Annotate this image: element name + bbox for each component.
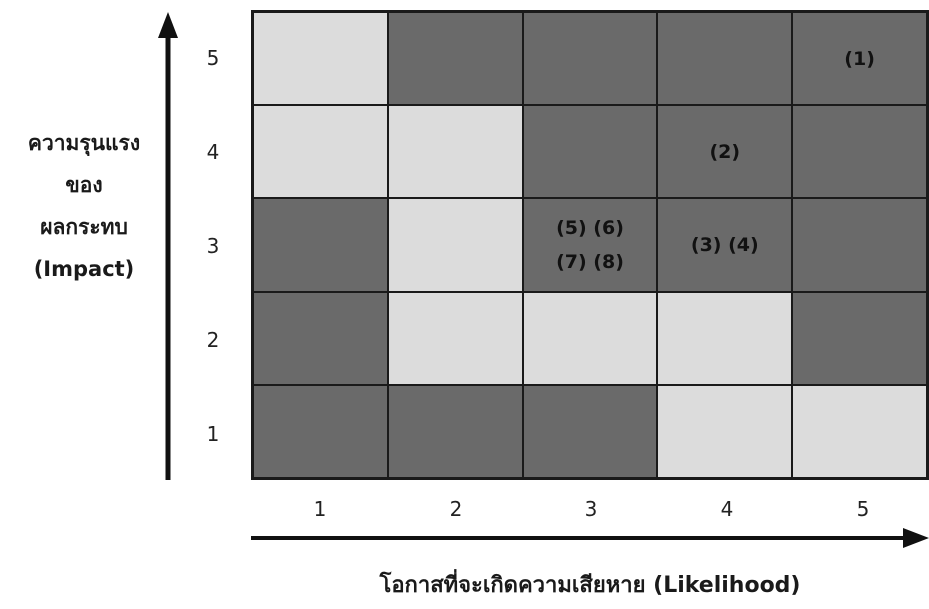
matrix-cell bbox=[522, 384, 658, 478]
x-tick: 2 bbox=[449, 497, 463, 521]
matrix-cell bbox=[522, 12, 658, 106]
x-axis-arrow-icon bbox=[251, 528, 929, 548]
matrix-cell bbox=[387, 198, 523, 292]
matrix-cell bbox=[253, 105, 388, 199]
matrix-cell: (2) bbox=[657, 105, 793, 199]
matrix-cell: (3) (4) bbox=[657, 198, 793, 292]
y-tick: 1 bbox=[206, 422, 220, 446]
matrix-cell bbox=[657, 291, 793, 385]
matrix-cell bbox=[792, 291, 927, 385]
x-tick: 3 bbox=[584, 497, 598, 521]
y-tick: 4 bbox=[206, 140, 220, 164]
matrix-cell: (1) bbox=[792, 12, 927, 106]
matrix-cell bbox=[253, 12, 388, 106]
cell-label: (5) (6) (7) (8) bbox=[556, 216, 624, 273]
matrix-cell bbox=[387, 291, 523, 385]
y-axis-arrow-icon bbox=[158, 12, 178, 480]
matrix-cell bbox=[792, 105, 927, 199]
cell-label: (2) bbox=[709, 140, 741, 163]
x-tick: 4 bbox=[720, 497, 734, 521]
matrix-cell bbox=[253, 384, 388, 478]
matrix-cell bbox=[387, 12, 523, 106]
x-axis-title: โอกาสที่จะเกิดความเสียหาย (Likelihood) bbox=[379, 573, 801, 598]
risk-matrix: (1) (2) (5) (6) (7) (8) (3) (4) bbox=[251, 10, 929, 480]
matrix-cell bbox=[792, 384, 927, 478]
x-tick: 1 bbox=[313, 497, 327, 521]
matrix-cell bbox=[387, 105, 523, 199]
x-tick: 5 bbox=[856, 497, 870, 521]
matrix-cell bbox=[792, 198, 927, 292]
matrix-cell: (5) (6) (7) (8) bbox=[522, 198, 658, 292]
y-tick: 3 bbox=[206, 234, 220, 258]
matrix-cell bbox=[657, 12, 793, 106]
matrix-cell bbox=[657, 384, 793, 478]
matrix-cell bbox=[253, 291, 388, 385]
matrix-cell bbox=[253, 198, 388, 292]
y-tick: 5 bbox=[206, 46, 220, 70]
matrix-cell bbox=[522, 291, 658, 385]
y-axis-title: ความรุนแรง ของ ผลกระทบ (Impact) bbox=[27, 131, 141, 281]
cell-label: (1) bbox=[844, 47, 875, 70]
matrix-cell bbox=[522, 105, 658, 199]
y-tick: 2 bbox=[206, 328, 220, 352]
cell-label: (3) (4) bbox=[690, 233, 759, 256]
matrix-cell bbox=[387, 384, 523, 478]
